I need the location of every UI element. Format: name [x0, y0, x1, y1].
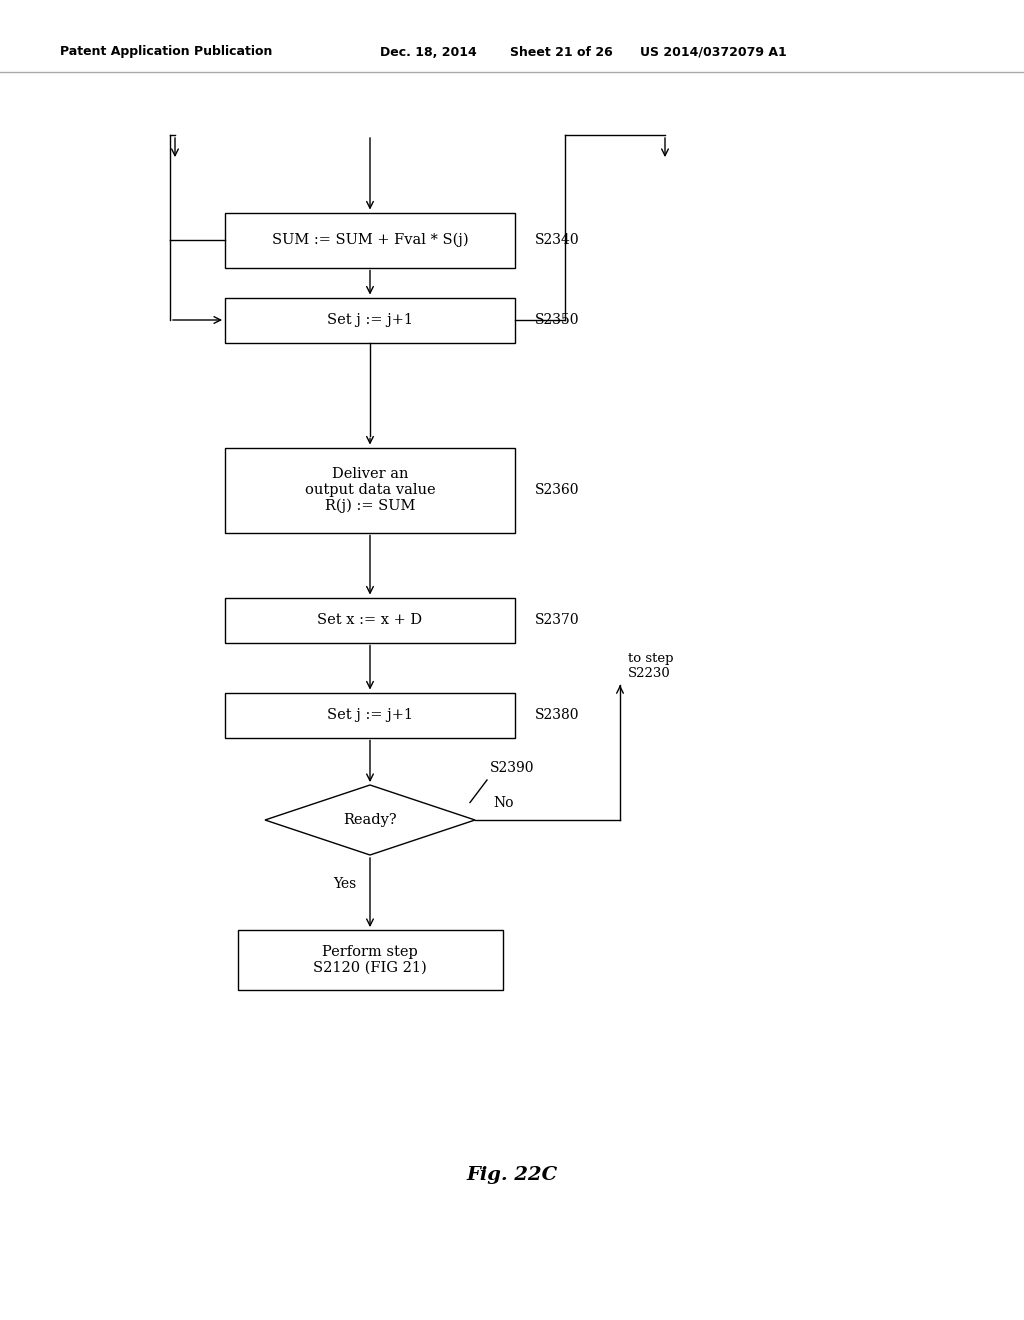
- Bar: [225, 598, 515, 643]
- Bar: [225, 297, 515, 342]
- Text: Ready?: Ready?: [343, 813, 397, 828]
- Text: SUM := SUM + Fval * S(j): SUM := SUM + Fval * S(j): [271, 232, 468, 247]
- Text: Set j := j+1: Set j := j+1: [327, 708, 413, 722]
- Text: US 2014/0372079 A1: US 2014/0372079 A1: [640, 45, 786, 58]
- Text: Set j := j+1: Set j := j+1: [327, 313, 413, 327]
- Text: Sheet 21 of 26: Sheet 21 of 26: [510, 45, 612, 58]
- Bar: [238, 931, 503, 990]
- Bar: [225, 213, 515, 268]
- Text: S2360: S2360: [535, 483, 580, 498]
- Bar: [225, 693, 515, 738]
- Text: S2340: S2340: [535, 234, 580, 247]
- Text: Set x := x + D: Set x := x + D: [317, 612, 423, 627]
- Text: to step
S2230: to step S2230: [628, 652, 674, 680]
- Text: S2390: S2390: [490, 762, 535, 775]
- Bar: [225, 447, 515, 532]
- Text: S2370: S2370: [535, 612, 580, 627]
- Text: S2350: S2350: [535, 313, 580, 327]
- Text: Patent Application Publication: Patent Application Publication: [60, 45, 272, 58]
- Text: Yes: Yes: [334, 876, 356, 891]
- Text: Perform step
S2120 (FIG 21): Perform step S2120 (FIG 21): [313, 945, 427, 975]
- Text: S2380: S2380: [535, 708, 580, 722]
- Text: Deliver an
output data value
R(j) := SUM: Deliver an output data value R(j) := SUM: [305, 466, 435, 513]
- Polygon shape: [265, 785, 475, 855]
- Text: Dec. 18, 2014: Dec. 18, 2014: [380, 45, 477, 58]
- Text: No: No: [493, 796, 513, 810]
- Text: Fig. 22C: Fig. 22C: [467, 1166, 557, 1184]
